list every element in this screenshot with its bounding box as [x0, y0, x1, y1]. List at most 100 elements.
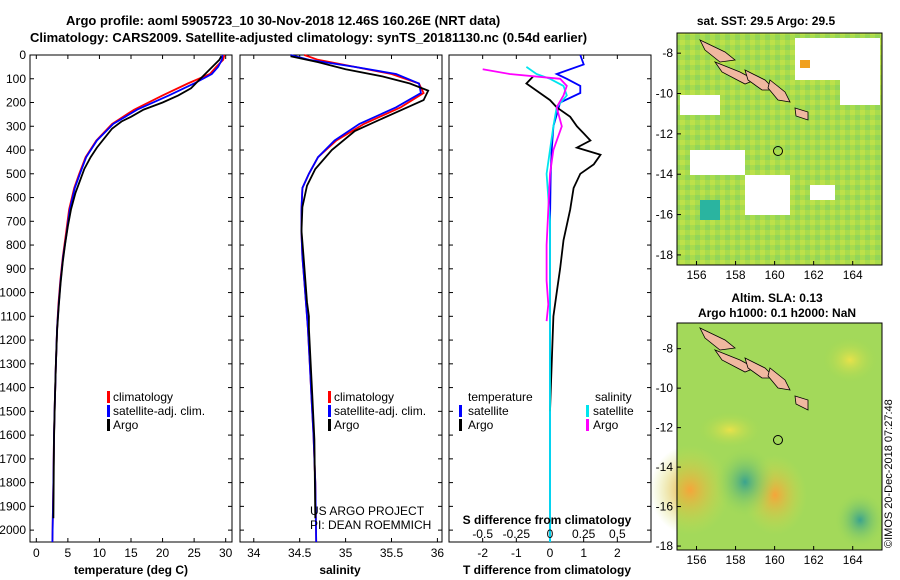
legend-label-t-argo: Argo — [468, 418, 494, 432]
x-tick-label: -2 — [477, 546, 488, 560]
sla-positive-anomaly — [695, 410, 765, 450]
legend-swatch-climatology — [328, 391, 331, 403]
legend-label-climatology: climatology — [113, 390, 173, 404]
legend-swatch-s-satellite — [586, 405, 589, 417]
series-line-argo — [290, 55, 430, 519]
map2-title2: Argo h1000: 0.1 h2000: NaN — [698, 306, 856, 320]
x-tick-label: 36 — [431, 546, 445, 560]
x-tick-label: 15 — [124, 546, 138, 560]
map-lon-label: 162 — [804, 268, 824, 282]
island-icon — [744, 357, 776, 379]
island-icon — [794, 395, 809, 411]
legend-swatch-satellite — [328, 405, 331, 417]
x-tick-label: -1 — [511, 546, 522, 560]
depth-tick-label: 600 — [6, 191, 26, 205]
map-lon-label: 164 — [843, 553, 863, 567]
depth-tick-label: 1400 — [0, 381, 26, 395]
depth-tick-label: 300 — [6, 119, 26, 133]
map-lat-label: -16 — [656, 500, 674, 514]
depth-tick-label: 1200 — [0, 333, 26, 347]
x-tick-label: 34 — [247, 546, 261, 560]
legend-title-temperature: temperature — [468, 390, 533, 404]
header-line1: Argo profile: aoml 5905723_10 30-Nov-201… — [66, 13, 500, 28]
s-diff-tick-label: -0.5 — [472, 527, 493, 541]
salinity-xlabel: salinity — [319, 563, 361, 577]
x-tick-label: 0 — [33, 546, 40, 560]
island-icon — [699, 39, 736, 63]
depth-tick-label: 1700 — [0, 452, 26, 466]
credit-pi: PI: DEAN ROEMMICH — [310, 518, 431, 532]
series-line-s-satellite — [525, 66, 568, 542]
legend-label-climatology: climatology — [334, 390, 394, 404]
depth-tick-label: 900 — [6, 262, 26, 276]
map-lon-label: 158 — [726, 268, 746, 282]
sst-map — [676, 32, 883, 266]
map-lat-label: -12 — [656, 127, 674, 141]
plot-layer: 0 5 10 15 20 25 30 34 34.5 35 35.5 36 -2 -1 0 1 2 -0.5 -0.… — [33, 54, 626, 560]
temperature-panel-frame — [29, 54, 233, 543]
legend-swatch-satellite — [107, 405, 110, 417]
s-diff-tick-label: 0.5 — [609, 527, 626, 541]
x-tick-label: 34.5 — [288, 546, 312, 560]
depth-tick-label: 700 — [6, 214, 26, 228]
x-tick-label: 30 — [219, 546, 233, 560]
island-icon — [699, 327, 736, 351]
map-lat-label: -18 — [656, 248, 674, 262]
legend-label-t-satellite: satellite — [468, 404, 509, 418]
map-lat-label: -16 — [656, 208, 674, 222]
depth-tick-label: 1100 — [0, 309, 26, 323]
map1-title: sat. SST: 29.5 Argo: 29.5 — [697, 14, 836, 28]
s-diff-tick-label: 0.25 — [572, 527, 596, 541]
island-icon — [767, 79, 791, 103]
depth-tick-label: 500 — [6, 167, 26, 181]
legend-swatch-t-argo — [459, 419, 462, 431]
x-tick-label: 35.5 — [380, 546, 404, 560]
depth-tick-label: 1300 — [0, 357, 26, 371]
sst-cloud-patch — [840, 80, 880, 105]
s-diff-tick-label: 0 — [547, 527, 554, 541]
sla-map — [650, 322, 885, 551]
sst-cloud-patch — [810, 185, 835, 200]
depth-tick-label: 1500 — [0, 404, 26, 418]
depth-tick-label: 0 — [19, 48, 26, 62]
sst-warm-patch — [800, 60, 810, 68]
map-lat-label: -8 — [662, 342, 673, 356]
x-tick-label: 5 — [65, 546, 72, 560]
temperature-xlabel: temperature (deg C) — [74, 563, 188, 577]
series-line-t-argo — [525, 75, 602, 412]
x-tick-label: 35 — [339, 546, 353, 560]
x-tick-label: 20 — [156, 546, 170, 560]
sla-negative-anomaly — [715, 447, 775, 517]
depth-tick-label: 400 — [6, 143, 26, 157]
x-tick-label: 25 — [187, 546, 201, 560]
map-lat-label: -10 — [656, 381, 674, 395]
s-diff-xlabel: S difference from climatology — [463, 513, 632, 527]
map2-title1: Altim. SLA: 0.13 — [731, 291, 823, 305]
t-diff-xlabel: T difference from climatology — [463, 563, 631, 577]
island-icon — [744, 69, 776, 91]
map-lon-label: 158 — [726, 553, 746, 567]
difference-legend: temperature salinity satellite Argo sate… — [459, 390, 634, 432]
map-lon-label: 156 — [687, 553, 707, 567]
series-line-climatology — [51, 54, 226, 543]
sst-map-frame — [676, 32, 883, 266]
sla-negative-anomaly — [835, 492, 885, 548]
legend-swatch-argo — [107, 419, 110, 431]
depth-tick-label: 100 — [6, 72, 26, 86]
x-tick-label: 10 — [93, 546, 107, 560]
sst-cloud-patch — [680, 95, 720, 115]
salinity-legend: climatology satellite-adj. clim. Argo — [328, 390, 426, 432]
header-line2: Climatology: CARS2009. Satellite-adjuste… — [30, 30, 587, 45]
depth-tick-label: 1900 — [0, 499, 26, 513]
x-tick-label: 2 — [614, 546, 621, 560]
map-lon-label: 160 — [765, 553, 785, 567]
legend-label-satellite: satellite-adj. clim. — [334, 404, 426, 418]
legend-label-argo: Argo — [113, 418, 139, 432]
legend-label-satellite: satellite-adj. clim. — [113, 404, 205, 418]
sst-cool-patch — [700, 200, 720, 220]
island-icon — [713, 61, 756, 85]
sst-cloud-patch — [690, 150, 745, 175]
legend-swatch-t-satellite — [459, 405, 462, 417]
legend-label-s-satellite: satellite — [593, 404, 634, 418]
island-icon — [767, 367, 791, 391]
